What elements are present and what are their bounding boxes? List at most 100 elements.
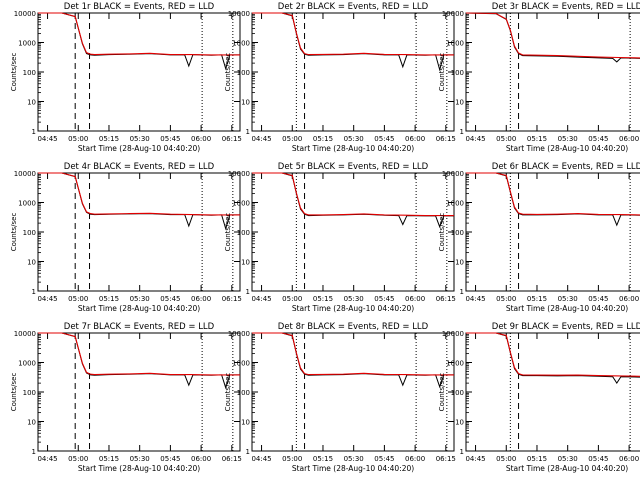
y-tick-label: 1000 — [446, 200, 464, 208]
events-series-line — [466, 332, 640, 385]
x-tick-label: 04:45 — [251, 455, 271, 463]
y-tick-label: 100 — [237, 389, 250, 397]
x-axis-label: Start Time (28-Aug-10 04:40:20) — [78, 144, 200, 153]
x-tick-label: 05:45 — [374, 135, 394, 143]
x-tick-label: 06:00 — [191, 455, 211, 463]
x-tick-label: 06:15 — [436, 455, 456, 463]
y-tick-label: 100 — [451, 229, 464, 237]
y-tick-label: 1000 — [232, 360, 250, 368]
panel-title: Det 1r BLACK = Events, RED = LLD — [64, 2, 215, 12]
x-tick-label: 05:30 — [344, 135, 364, 143]
x-tick-label: 05:15 — [313, 295, 333, 303]
y-tick-label: 1 — [460, 448, 464, 456]
y-tick-label: 100 — [23, 69, 36, 77]
x-tick-label: 05:30 — [130, 135, 150, 143]
lld-series-line — [252, 332, 454, 376]
x-tick-label: 05:15 — [99, 455, 119, 463]
x-axis-label: Start Time (28-Aug-10 04:40:20) — [292, 304, 414, 313]
x-tick-label: 05:45 — [374, 295, 394, 303]
x-tick-label: 05:00 — [68, 135, 88, 143]
y-tick-label: 10 — [241, 259, 250, 267]
x-tick-label: 05:00 — [496, 455, 516, 463]
y-axis-label: Counts/sec — [10, 53, 18, 92]
y-tick-label: 1 — [32, 128, 36, 136]
panel-title: Det 5r BLACK = Events, RED = LLD — [278, 162, 429, 172]
x-tick-label: 06:00 — [405, 135, 425, 143]
x-tick-label: 05:45 — [588, 295, 608, 303]
panel-title: Det 4r BLACK = Events, RED = LLD — [64, 162, 215, 172]
y-tick-label: 1 — [246, 128, 250, 136]
x-tick-label: 05:00 — [282, 135, 302, 143]
y-tick-label: 10 — [241, 419, 250, 427]
y-tick-label: 1 — [246, 288, 250, 296]
x-tick-label: 05:30 — [558, 135, 578, 143]
x-tick-label: 04:45 — [37, 135, 57, 143]
y-tick-label: 10 — [455, 259, 464, 267]
x-tick-label: 05:00 — [68, 295, 88, 303]
y-tick-label: 10000 — [442, 170, 464, 178]
x-tick-label: 05:45 — [160, 295, 180, 303]
x-axis-label: Start Time (28-Aug-10 04:40:20) — [506, 304, 628, 313]
x-tick-label: 06:15 — [222, 135, 242, 143]
x-tick-label: 06:00 — [619, 135, 639, 143]
y-tick-label: 10000 — [442, 10, 464, 18]
y-tick-label: 1000 — [446, 360, 464, 368]
x-tick-label: 05:45 — [588, 135, 608, 143]
x-axis-label: Start Time (28-Aug-10 04:40:20) — [78, 304, 200, 313]
x-tick-label: 05:30 — [130, 295, 150, 303]
lld-series-line — [465, 12, 640, 59]
x-tick-label: 06:15 — [222, 295, 242, 303]
y-tick-label: 1000 — [446, 40, 464, 48]
lld-series-line — [466, 332, 640, 377]
y-axis-label: Counts/sec — [10, 213, 18, 252]
y-tick-label: 1 — [32, 448, 36, 456]
y-tick-label: 10 — [27, 99, 36, 107]
x-tick-label: 05:15 — [313, 455, 333, 463]
x-tick-label: 06:00 — [191, 135, 211, 143]
panel-title: Det 9r BLACK = Events, RED = LLD — [492, 322, 640, 332]
y-tick-label: 1000 — [18, 200, 36, 208]
x-tick-label: 05:45 — [588, 455, 608, 463]
panel-title: Det 3r BLACK = Events, RED = LLD — [492, 2, 640, 12]
x-tick-label: 06:00 — [619, 455, 639, 463]
y-tick-label: 1 — [460, 288, 464, 296]
x-tick-label: 05:45 — [160, 455, 180, 463]
panel-title: Det 8r BLACK = Events, RED = LLD — [278, 322, 429, 332]
y-tick-label: 1000 — [18, 360, 36, 368]
x-tick-label: 05:45 — [160, 135, 180, 143]
x-tick-label: 05:15 — [313, 135, 333, 143]
x-tick-label: 06:00 — [619, 295, 639, 303]
y-axis-label: Counts/sec — [224, 213, 232, 252]
lld-series-line — [252, 172, 454, 217]
y-tick-label: 1 — [460, 128, 464, 136]
y-tick-label: 1 — [246, 448, 250, 456]
y-axis-label: Counts/sec — [224, 53, 232, 92]
y-tick-label: 10 — [455, 99, 464, 107]
y-axis-label: Counts/sec — [10, 373, 18, 412]
y-tick-label: 100 — [237, 69, 250, 77]
lld-series-line — [38, 172, 240, 216]
lld-series-line — [252, 12, 454, 56]
panel-title: Det 2r BLACK = Events, RED = LLD — [278, 2, 429, 12]
y-axis-label: Counts/sec — [438, 373, 446, 412]
x-tick-label: 05:30 — [558, 455, 578, 463]
y-tick-label: 100 — [451, 69, 464, 77]
x-tick-label: 05:00 — [282, 455, 302, 463]
x-tick-label: 06:00 — [405, 295, 425, 303]
x-tick-label: 04:45 — [37, 455, 57, 463]
y-tick-label: 1 — [32, 288, 36, 296]
y-tick-label: 10000 — [228, 10, 250, 18]
x-axis-label: Start Time (28-Aug-10 04:40:20) — [292, 144, 414, 153]
x-tick-label: 05:00 — [496, 295, 516, 303]
x-tick-label: 05:15 — [527, 295, 547, 303]
x-tick-label: 05:30 — [344, 455, 364, 463]
x-tick-label: 04:45 — [465, 135, 485, 143]
x-tick-label: 05:45 — [374, 455, 394, 463]
y-axis-label: Counts/sec — [438, 53, 446, 92]
y-axis-label: Counts/sec — [438, 213, 446, 252]
